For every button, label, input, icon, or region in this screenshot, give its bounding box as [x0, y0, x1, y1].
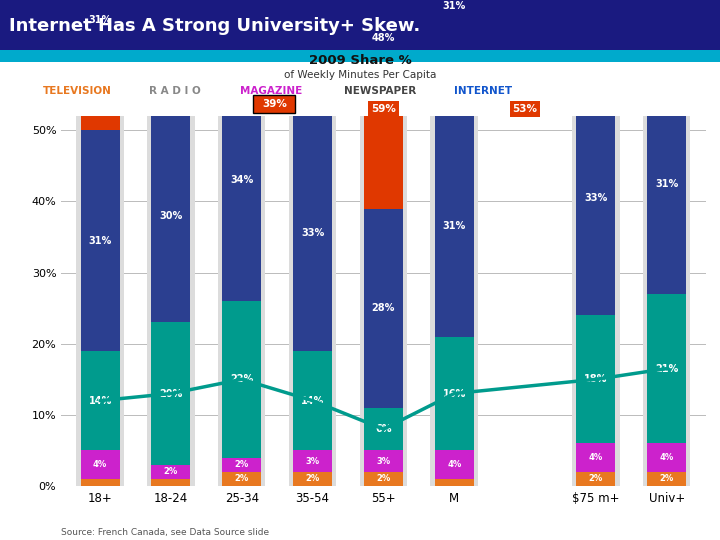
Bar	[364, 472, 403, 486]
Bar	[577, 80, 616, 315]
Bar	[577, 315, 616, 443]
Bar	[81, 479, 120, 486]
Text: 31%: 31%	[443, 221, 466, 231]
Bar	[0, 0, 720, 51]
Text: 2%: 2%	[377, 474, 390, 483]
Bar	[647, 73, 686, 294]
Bar	[431, 116, 478, 486]
Text: 31%: 31%	[655, 179, 678, 188]
Bar	[577, 443, 616, 472]
Text: 2009 Share %: 2009 Share %	[309, 54, 411, 67]
Bar	[364, 408, 403, 450]
Bar	[218, 116, 266, 486]
Text: 20%: 20%	[159, 388, 183, 399]
Text: 4%: 4%	[589, 453, 603, 462]
Text: 4%: 4%	[660, 453, 674, 462]
Text: 59%: 59%	[371, 104, 396, 114]
Bar	[151, 464, 190, 479]
Text: 48%: 48%	[372, 33, 395, 43]
Text: 21%: 21%	[655, 363, 678, 374]
Bar	[435, 116, 474, 336]
Bar	[293, 450, 332, 472]
Text: 31%: 31%	[89, 15, 112, 25]
Text: 2%: 2%	[235, 474, 249, 483]
Bar	[364, 450, 403, 472]
Text: 53%: 53%	[513, 104, 538, 114]
Text: 6%: 6%	[375, 424, 392, 434]
Bar	[435, 0, 474, 116]
Bar	[222, 457, 261, 472]
Text: 28%: 28%	[372, 303, 395, 313]
Bar	[147, 116, 194, 486]
Bar	[293, 116, 332, 351]
Text: MAGAZINE: MAGAZINE	[240, 86, 302, 96]
Text: 3%: 3%	[305, 457, 320, 465]
Bar	[435, 450, 474, 479]
Bar	[222, 472, 261, 486]
Bar	[364, 208, 403, 408]
Text: 2%: 2%	[305, 474, 320, 483]
Bar	[151, 109, 190, 322]
Bar	[647, 443, 686, 472]
Bar	[0, 50, 720, 62]
Text: 14%: 14%	[89, 396, 112, 406]
Text: 22%: 22%	[230, 374, 253, 384]
Bar	[435, 479, 474, 486]
Text: 4%: 4%	[447, 460, 462, 469]
Bar	[81, 130, 120, 351]
Text: of Weekly Minutes Per Capita: of Weekly Minutes Per Capita	[284, 70, 436, 80]
Text: Source: French Canada, see Data Source slide: Source: French Canada, see Data Source s…	[61, 528, 269, 537]
Text: 33%: 33%	[584, 193, 608, 203]
Bar	[151, 479, 190, 486]
Text: 31%: 31%	[443, 1, 466, 11]
Bar	[293, 351, 332, 450]
Text: 18%: 18%	[584, 374, 608, 384]
FancyBboxPatch shape	[253, 95, 295, 113]
Bar	[289, 116, 336, 486]
Text: TELEVISION: TELEVISION	[42, 86, 112, 96]
Text: 2%: 2%	[660, 474, 674, 483]
Text: 31%: 31%	[89, 235, 112, 246]
Bar	[151, 322, 190, 464]
Bar	[435, 336, 474, 450]
Bar	[643, 116, 690, 486]
Text: 34%: 34%	[230, 175, 253, 185]
Text: 3%: 3%	[377, 457, 390, 465]
Text: 39%: 39%	[262, 99, 287, 109]
Bar	[222, 0, 261, 59]
Bar	[293, 472, 332, 486]
Bar	[577, 472, 616, 486]
Text: 14%: 14%	[301, 396, 324, 406]
Text: 2%: 2%	[235, 460, 249, 469]
Bar	[81, 0, 120, 130]
Bar	[222, 59, 261, 301]
Text: 4%: 4%	[93, 460, 107, 469]
Text: 2%: 2%	[164, 467, 178, 476]
Text: NEWSPAPER: NEWSPAPER	[344, 86, 416, 96]
Bar	[572, 116, 620, 486]
Text: INTERNET: INTERNET	[454, 86, 512, 96]
Bar	[81, 450, 120, 479]
Bar	[151, 0, 190, 109]
Text: 30%: 30%	[159, 211, 183, 221]
Text: 33%: 33%	[301, 228, 324, 239]
Bar	[222, 301, 261, 457]
Bar	[360, 116, 407, 486]
Bar	[81, 351, 120, 450]
Text: Internet Has A Strong University+ Skew.: Internet Has A Strong University+ Skew.	[9, 17, 420, 35]
Bar	[647, 472, 686, 486]
Text: 2%: 2%	[589, 474, 603, 483]
Bar	[76, 116, 124, 486]
Bar	[364, 0, 403, 208]
Text: 16%: 16%	[443, 388, 466, 399]
Bar	[647, 294, 686, 443]
Text: R A D I O: R A D I O	[150, 86, 201, 96]
Bar	[647, 0, 686, 73]
Bar	[577, 0, 616, 80]
Bar	[293, 0, 332, 116]
